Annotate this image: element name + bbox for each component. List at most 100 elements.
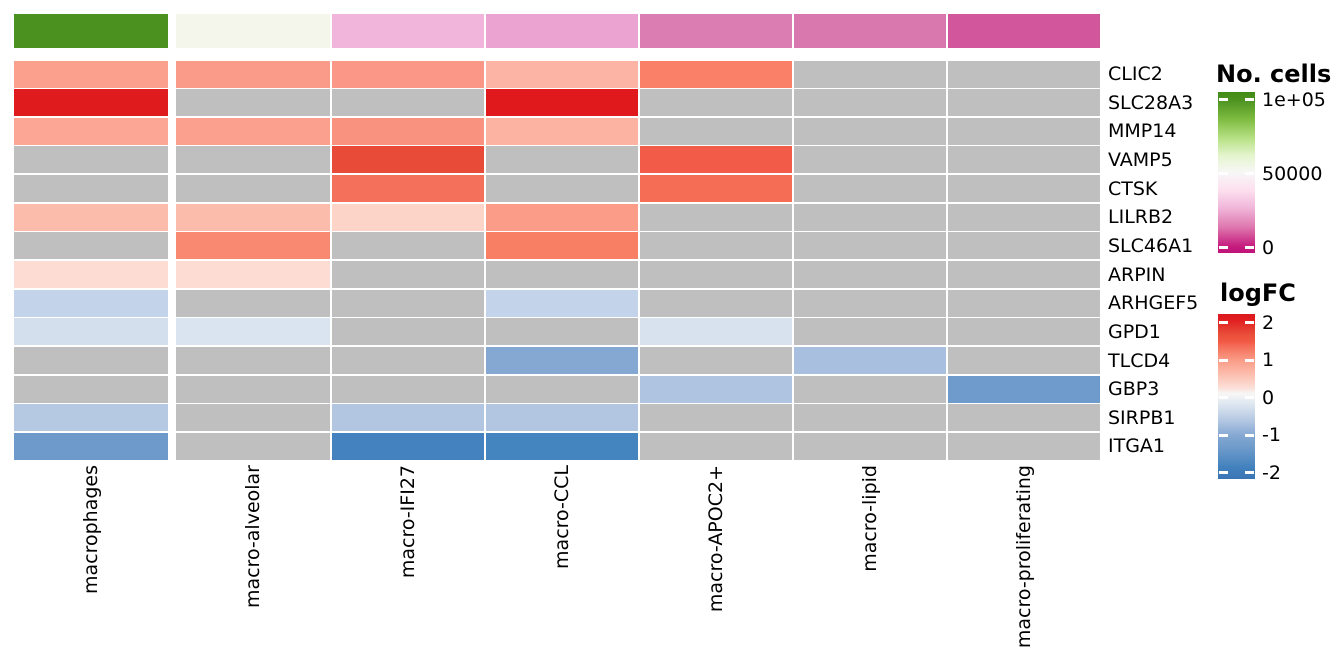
heatmap-cell xyxy=(486,261,638,289)
gene-label: TLCD4 xyxy=(1108,349,1171,372)
gene-label: MMP14 xyxy=(1108,120,1177,143)
heatmap-cell xyxy=(176,261,330,289)
heatmap-cell xyxy=(486,432,638,460)
heatmap-cell xyxy=(176,347,330,374)
heatmap-cell xyxy=(948,89,1100,117)
annotation-cell xyxy=(486,14,638,48)
heatmap-cell xyxy=(948,60,1100,88)
heatmap-cell xyxy=(486,318,638,346)
heatmap-cell xyxy=(948,146,1100,174)
annotation-cell xyxy=(176,14,330,48)
heatmap-cell xyxy=(486,404,638,432)
heatmap-cell xyxy=(640,261,792,289)
heatmap-cell xyxy=(794,347,946,374)
heatmap-cell xyxy=(176,232,330,260)
heatmap-cell xyxy=(948,347,1100,374)
gene-label: ITGA1 xyxy=(1108,435,1166,458)
legend-tick-mark xyxy=(1245,396,1254,399)
heatmap-cell xyxy=(332,318,484,346)
heatmap-cell xyxy=(794,261,946,289)
heatmap-cell xyxy=(176,432,330,460)
heatmap-cell xyxy=(176,175,330,203)
heatmap-cell xyxy=(176,117,330,145)
heatmap-cell xyxy=(486,289,638,317)
heatmap-cell xyxy=(176,146,330,174)
legend-tick-mark xyxy=(1245,98,1254,101)
heatmap-cell xyxy=(794,89,946,117)
heatmap-cell xyxy=(332,146,484,174)
heatmap-cell xyxy=(14,289,168,317)
gene-label: SLC28A3 xyxy=(1108,91,1194,114)
heatmap-cell xyxy=(948,175,1100,203)
heatmap-cell xyxy=(332,117,484,145)
annotation-cell xyxy=(332,14,484,48)
heatmap-cell xyxy=(176,289,330,317)
heatmap-cell xyxy=(486,175,638,203)
heatmap-cell xyxy=(332,232,484,260)
heatmap-cell xyxy=(794,375,946,403)
heatmap-cell xyxy=(332,375,484,403)
heatmap-cell xyxy=(640,117,792,145)
gene-label: SIRPB1 xyxy=(1108,406,1176,429)
heatmap-cell xyxy=(794,203,946,231)
heatmap-cell xyxy=(332,404,484,432)
heatmap-cell xyxy=(176,89,330,117)
heatmap-cell xyxy=(794,146,946,174)
heatmap-cell xyxy=(794,117,946,145)
legend-tick-mark xyxy=(1245,358,1254,362)
heatmap-cell xyxy=(948,432,1100,460)
heatmap-cell xyxy=(948,232,1100,260)
legend-tick-label: 1 xyxy=(1262,349,1275,371)
heatmap-cell xyxy=(14,432,168,460)
gene-label: ARHGEF5 xyxy=(1108,292,1199,315)
gene-label: VAMP5 xyxy=(1108,148,1173,171)
heatmap-cell xyxy=(640,146,792,174)
heatmap-cell xyxy=(332,60,484,88)
heatmap-cell xyxy=(640,175,792,203)
heatmap-cell xyxy=(948,289,1100,317)
heatmap-cell xyxy=(640,232,792,260)
heatmap-cell xyxy=(640,375,792,403)
heatmap-cell xyxy=(14,175,168,203)
legend-tick-mark xyxy=(1219,246,1228,249)
heatmap-cell xyxy=(486,117,638,145)
gene-label: GPD1 xyxy=(1108,320,1161,343)
legend-tick-mark xyxy=(1219,396,1228,399)
heatmap-cell xyxy=(14,232,168,260)
heatmap-cell xyxy=(14,89,168,117)
heatmap-cell xyxy=(794,404,946,432)
heatmap-cell xyxy=(332,261,484,289)
heatmap-cell xyxy=(948,404,1100,432)
heatmap-cell xyxy=(332,289,484,317)
heatmap-cell xyxy=(640,289,792,317)
heatmap-cell xyxy=(332,175,484,203)
legend-tick-label: 2 xyxy=(1262,311,1275,334)
heatmap-cell xyxy=(176,404,330,432)
gene-label: CTSK xyxy=(1108,177,1158,200)
legend-title-no-cells: No. cells xyxy=(1216,60,1332,88)
legend-tick-label: 0 xyxy=(1262,386,1275,409)
heatmap-cell xyxy=(640,404,792,432)
annotation-cell xyxy=(640,14,792,48)
heatmap-cell xyxy=(14,318,168,346)
heatmap-cell xyxy=(332,432,484,460)
annotation-cell xyxy=(14,14,168,48)
heatmap-cell xyxy=(640,60,792,88)
gene-label: SLC46A1 xyxy=(1108,234,1194,257)
heatmap-cell xyxy=(794,289,946,317)
heatmap-cell xyxy=(486,146,638,174)
heatmap-cell xyxy=(794,432,946,460)
column-label: macro-lipid xyxy=(859,465,881,572)
legend-tick-mark xyxy=(1245,433,1254,437)
column-label: macro-alveolar xyxy=(242,465,264,609)
gene-label: CLIC2 xyxy=(1108,63,1163,85)
legend-tick-mark xyxy=(1219,471,1228,474)
heatmap-cell xyxy=(486,60,638,88)
heatmap-cell xyxy=(640,203,792,231)
legend-title-logfc: logFC xyxy=(1220,279,1296,307)
heatmap-cell xyxy=(14,375,168,403)
heatmap-cell xyxy=(14,117,168,145)
heatmap-cell xyxy=(794,175,946,203)
annotation-cell xyxy=(948,14,1100,48)
heatmap-cell xyxy=(640,347,792,374)
